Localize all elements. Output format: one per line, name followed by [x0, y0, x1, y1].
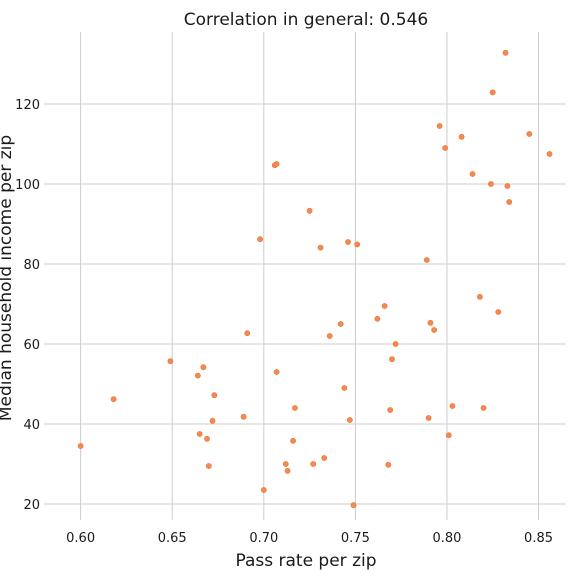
- x-grid-lines: [80, 32, 540, 520]
- data-point: [341, 385, 348, 391]
- data-points: [77, 49, 553, 509]
- data-point: [346, 417, 353, 423]
- data-point: [480, 405, 487, 411]
- y-tick-labels: 20 40 60 80 100 120: [15, 98, 40, 513]
- data-point: [200, 364, 207, 371]
- y-tick-label: 40: [23, 418, 40, 433]
- x-axis-label: Pass rate per zip: [235, 551, 376, 571]
- y-tick-label: 60: [23, 338, 40, 353]
- x-tick-label: 0.80: [432, 531, 461, 546]
- data-point: [196, 431, 203, 437]
- x-tick-labels: 0.60 0.65 0.70 0.75 0.80 0.85: [66, 531, 553, 546]
- data-point: [290, 437, 296, 444]
- data-point: [260, 487, 267, 493]
- data-point: [458, 133, 465, 140]
- data-point: [385, 461, 392, 468]
- data-point: [337, 321, 344, 327]
- y-tick-label: 100: [15, 178, 40, 193]
- data-point: [506, 199, 513, 205]
- data-point: [445, 432, 452, 439]
- data-point: [110, 396, 117, 403]
- data-point: [427, 319, 434, 326]
- data-point: [282, 461, 289, 467]
- x-tick-label: 0.85: [524, 531, 553, 546]
- x-tick-label: 0.75: [341, 531, 370, 546]
- data-point: [389, 356, 395, 363]
- data-point: [526, 131, 533, 137]
- y-tick-label: 120: [15, 98, 40, 113]
- data-point: [374, 315, 381, 322]
- data-point: [442, 145, 449, 151]
- data-point: [504, 183, 511, 189]
- data-point: [326, 333, 333, 339]
- data-point: [194, 372, 201, 379]
- data-point: [240, 413, 247, 420]
- data-point: [381, 303, 388, 309]
- data-point: [273, 161, 280, 167]
- data-point: [350, 502, 357, 509]
- x-tick-label: 0.65: [158, 531, 187, 546]
- data-point: [449, 403, 456, 409]
- y-tick-label: 80: [23, 258, 40, 273]
- data-point: [354, 241, 361, 248]
- data-point: [205, 463, 212, 469]
- data-point: [244, 330, 251, 337]
- x-tick-label: 0.60: [66, 531, 95, 546]
- data-point: [546, 151, 553, 157]
- data-point: [273, 369, 280, 375]
- data-point: [310, 461, 317, 467]
- y-grid-lines: [44, 103, 566, 505]
- data-point: [257, 236, 264, 243]
- data-point: [345, 239, 351, 245]
- data-point: [431, 327, 438, 333]
- data-point: [77, 443, 84, 449]
- data-point: [284, 467, 291, 474]
- data-point: [387, 407, 394, 413]
- data-point: [167, 358, 174, 365]
- data-point: [321, 455, 328, 461]
- data-point: [495, 309, 502, 315]
- data-point: [317, 244, 324, 251]
- data-point: [292, 405, 298, 411]
- data-point: [436, 123, 443, 129]
- data-point: [211, 392, 218, 399]
- data-point: [488, 181, 494, 187]
- y-tick-label: 20: [23, 498, 40, 513]
- chart-title: Correlation in general: 0.546: [184, 10, 428, 30]
- data-point: [204, 435, 210, 442]
- data-point: [477, 293, 483, 300]
- data-point: [425, 415, 432, 421]
- data-point: [306, 207, 313, 214]
- y-axis-label: Median household income per zip: [0, 135, 16, 421]
- data-point: [469, 171, 476, 177]
- data-point: [423, 257, 430, 263]
- data-point: [209, 417, 216, 424]
- x-tick-label: 0.70: [249, 531, 278, 546]
- data-point: [502, 49, 509, 56]
- data-point: [489, 89, 496, 96]
- data-point: [392, 341, 399, 347]
